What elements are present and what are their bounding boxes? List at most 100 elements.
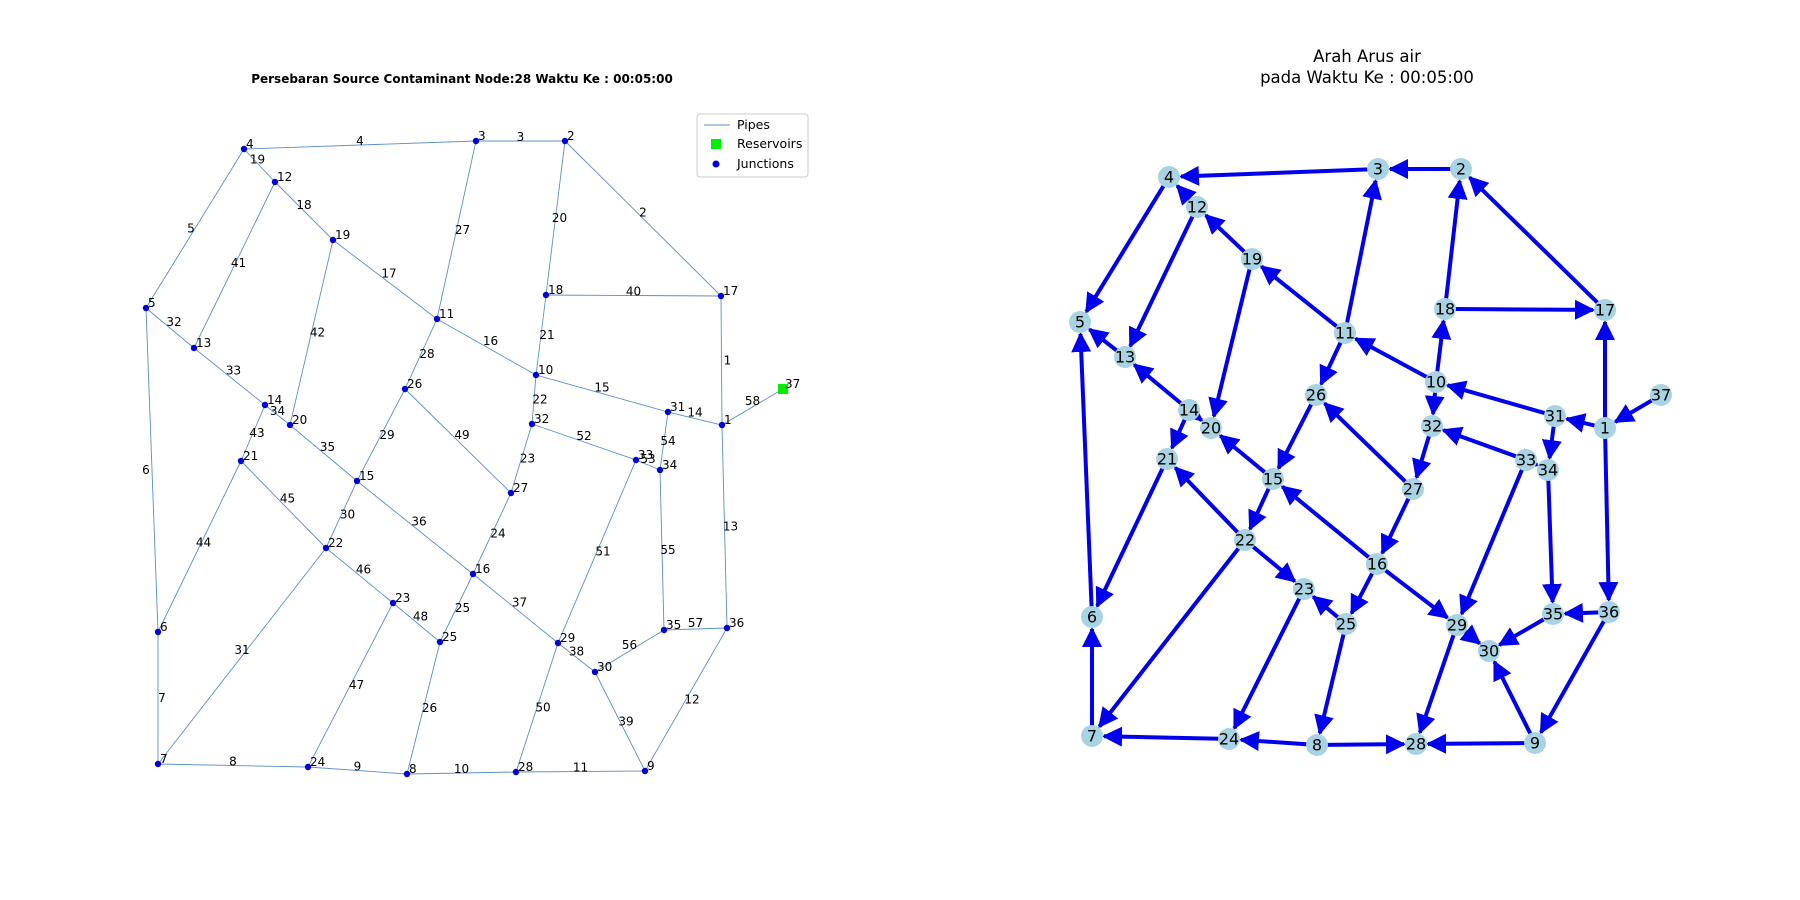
node-label-35: 35 [666, 618, 681, 632]
pipe-label-24: 24 [490, 527, 505, 541]
flow-node-label-18: 18 [1435, 300, 1455, 319]
flow-arrow-20 [1444, 178, 1468, 301]
flow-node-label-22: 22 [1235, 531, 1255, 550]
junction-18 [542, 291, 550, 299]
pipe-label-10: 10 [454, 762, 469, 776]
node-label-10: 10 [538, 363, 553, 377]
flow-node-label-15: 15 [1263, 470, 1283, 489]
pipe-label-14: 14 [687, 406, 702, 420]
flow-arrow-13 [1598, 436, 1619, 603]
flow-node-label-11: 11 [1335, 324, 1355, 343]
flow-arrow-29 [1276, 402, 1314, 471]
pipe-label-51: 51 [595, 545, 610, 559]
junction-32 [528, 420, 536, 428]
pipe-14 [667, 411, 723, 426]
pipe-46 [325, 547, 394, 604]
node-label-17: 17 [723, 284, 738, 298]
junction-14 [261, 401, 269, 409]
flow-node-7 [1081, 725, 1103, 747]
junction-31 [664, 408, 672, 416]
pipe-23 [510, 423, 533, 494]
flow-node-label-27: 27 [1403, 480, 1423, 499]
pipe-label-27: 27 [455, 223, 470, 237]
junction-34 [656, 466, 664, 474]
junction-8 [403, 770, 411, 778]
pipe-15 [535, 374, 669, 413]
node-label-29: 29 [560, 631, 575, 645]
flow-node-37 [1650, 384, 1672, 406]
pipe-label-28: 28 [419, 347, 434, 361]
flow-arrow-56 [1497, 616, 1547, 647]
pipe-32 [145, 307, 195, 349]
pipe-37 [472, 573, 559, 644]
flow-arrow-44 [1095, 466, 1165, 608]
pipe-label-30: 30 [340, 508, 355, 522]
pipe-43 [240, 404, 266, 462]
flow-node-25 [1335, 613, 1357, 635]
flow-node-22 [1234, 529, 1256, 551]
legend: Pipes Reservoirs Junctions [696, 113, 809, 178]
flow-node-label-12: 12 [1187, 198, 1207, 217]
flow-arrow-14 [1564, 413, 1597, 433]
flow-arrow-50 [1416, 632, 1456, 735]
pipe-label-17: 17 [381, 267, 396, 281]
pipe-label-34: 34 [270, 404, 285, 418]
flow-node-label-7: 7 [1087, 727, 1097, 746]
pipe-label-1: 1 [724, 354, 732, 368]
flow-node-label-1: 1 [1600, 419, 1610, 438]
flow-arrow-52 [1441, 426, 1519, 459]
node-label-13: 13 [196, 336, 211, 350]
pipe-13 [721, 424, 728, 629]
flow-arrow-9 [1238, 731, 1309, 752]
pipe-36 [356, 480, 474, 575]
pipe-19 [243, 148, 276, 183]
flow-node-27 [1402, 478, 1424, 500]
junction-13 [190, 344, 198, 352]
flow-arrow-26 [1314, 632, 1346, 736]
node-label-24: 24 [310, 755, 325, 769]
flow-arrow-21 [1431, 318, 1452, 374]
pipe-29 [356, 388, 406, 482]
pipe-30 [325, 480, 358, 549]
junction-29 [554, 639, 562, 647]
flow-node-label-17: 17 [1595, 301, 1615, 320]
pipe-34 [264, 404, 291, 426]
flow-node-24 [1218, 728, 1240, 750]
flow-arrow-37 [1382, 567, 1450, 620]
pipe-label-37: 37 [512, 596, 527, 610]
legend-junctions-label: Junctions [736, 156, 794, 171]
junction-17 [717, 292, 725, 300]
junction-9 [641, 767, 649, 775]
node-label-4: 4 [246, 137, 254, 151]
node-label-25: 25 [442, 630, 457, 644]
pipe-6 [145, 307, 159, 633]
pipe-label-43: 43 [249, 426, 264, 440]
pipe-label-3: 3 [517, 130, 525, 144]
flow-node-label-16: 16 [1367, 555, 1387, 574]
flow-node-35 [1542, 603, 1564, 625]
pipe-18 [274, 181, 334, 241]
junction-11 [433, 315, 441, 323]
pipe-label-25: 25 [455, 601, 470, 615]
flow-arrow-16 [1353, 336, 1430, 380]
flow-node-label-37: 37 [1651, 386, 1671, 405]
pipe-label-20: 20 [552, 211, 567, 225]
pipe-label-15: 15 [594, 381, 609, 395]
pipe-label-18: 18 [296, 198, 311, 212]
flow-node-34 [1537, 459, 1559, 481]
pipe-28 [404, 318, 438, 390]
flow-node-label-8: 8 [1312, 736, 1322, 755]
right-panel-title-line2: pada Waktu Ke : 00:05:00 [1260, 68, 1474, 87]
node-label-18: 18 [548, 283, 563, 297]
flow-node-33 [1515, 449, 1537, 471]
flow-node-label-36: 36 [1599, 603, 1619, 622]
node-label-19: 19 [335, 228, 350, 242]
flow-arrow-40 [1453, 299, 1596, 320]
junction-12 [271, 178, 279, 186]
node-label-11: 11 [439, 307, 454, 321]
flow-arrow-8 [1101, 726, 1221, 747]
flow-arrow-4 [1178, 165, 1370, 186]
pipe-54 [659, 411, 669, 471]
